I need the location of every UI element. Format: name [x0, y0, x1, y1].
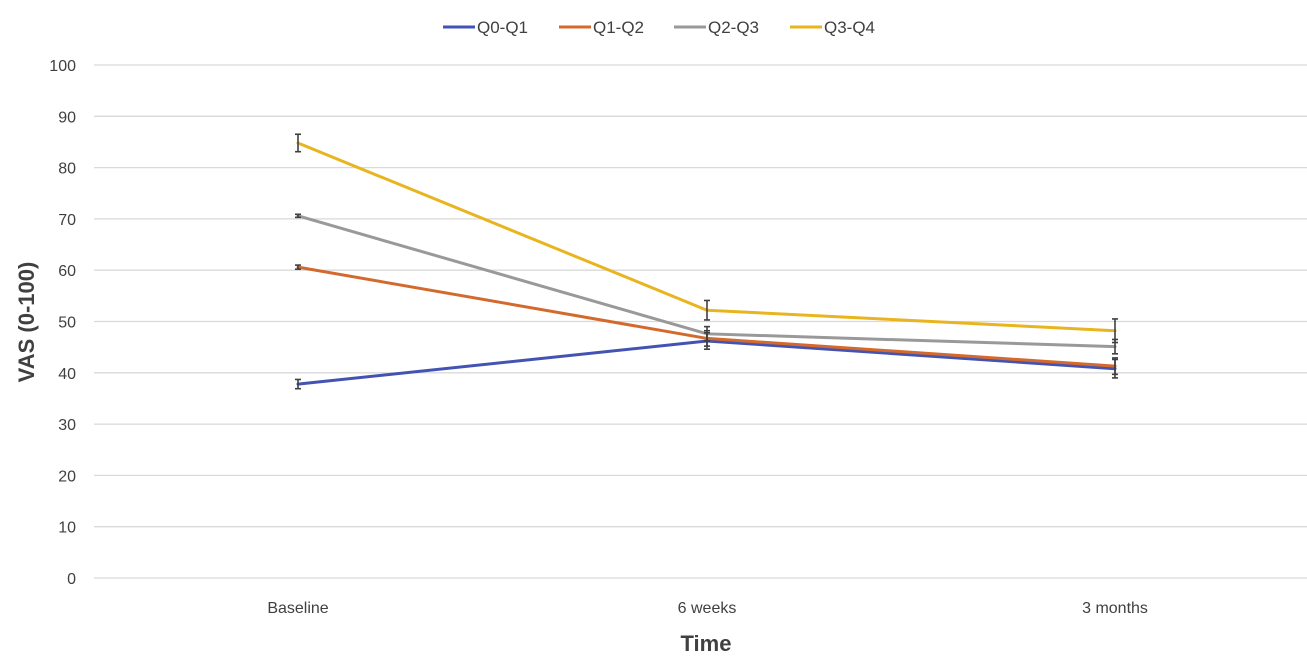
- y-tick-label-20: 20: [58, 468, 76, 485]
- error-bar-Q2-Q3-0: [295, 213, 301, 219]
- legend-item-Q1-Q2: Q1-Q2: [559, 18, 644, 37]
- legend-label-Q3-Q4: Q3-Q4: [824, 18, 875, 37]
- error-bars: [295, 133, 1118, 390]
- y-tick-label-60: 60: [58, 263, 76, 280]
- y-tick-labels: 0 10 20 30 40 50 60 70 80 90 100: [49, 58, 76, 588]
- legend: Q0-Q1 Q1-Q2 Q2-Q3 Q3-Q4: [443, 18, 875, 37]
- x-tick-label-1: 6 weeks: [678, 600, 737, 617]
- legend-item-Q0-Q1: Q0-Q1: [443, 18, 528, 37]
- error-bar-Q1-Q2-2: [1112, 357, 1118, 376]
- error-bar-Q1-Q2-0: [295, 264, 301, 270]
- y-tick-label-80: 80: [58, 161, 76, 178]
- x-tick-label-2: 3 months: [1082, 600, 1148, 617]
- y-axis-title: VAS (0-100): [14, 262, 39, 383]
- y-tick-label-90: 90: [58, 109, 76, 126]
- y-tick-label-50: 50: [58, 315, 76, 332]
- y-tick-label-0: 0: [67, 571, 76, 588]
- gridlines: [94, 64, 1307, 579]
- legend-label-Q0-Q1: Q0-Q1: [477, 18, 528, 37]
- legend-item-Q2-Q3: Q2-Q3: [674, 18, 759, 37]
- error-bar-Q3-Q4-2: [1112, 318, 1118, 344]
- error-bar-Q2-Q3-1: [704, 325, 710, 342]
- x-tick-labels: Baseline 6 weeks 3 months: [267, 600, 1148, 617]
- y-tick-label-100: 100: [49, 58, 76, 75]
- error-bar-Q0-Q1-0: [295, 378, 301, 390]
- error-bar-Q3-Q4-1: [704, 299, 710, 321]
- y-tick-label-30: 30: [58, 417, 76, 434]
- y-tick-label-70: 70: [58, 212, 76, 229]
- legend-label-Q2-Q3: Q2-Q3: [708, 18, 759, 37]
- y-tick-label-40: 40: [58, 366, 76, 383]
- x-tick-label-0: Baseline: [267, 600, 328, 617]
- y-tick-label-10: 10: [58, 520, 76, 537]
- legend-label-Q1-Q2: Q1-Q2: [593, 18, 644, 37]
- legend-item-Q3-Q4: Q3-Q4: [790, 18, 875, 37]
- x-axis-title: Time: [681, 631, 732, 656]
- error-bar-Q3-Q4-0: [295, 133, 301, 153]
